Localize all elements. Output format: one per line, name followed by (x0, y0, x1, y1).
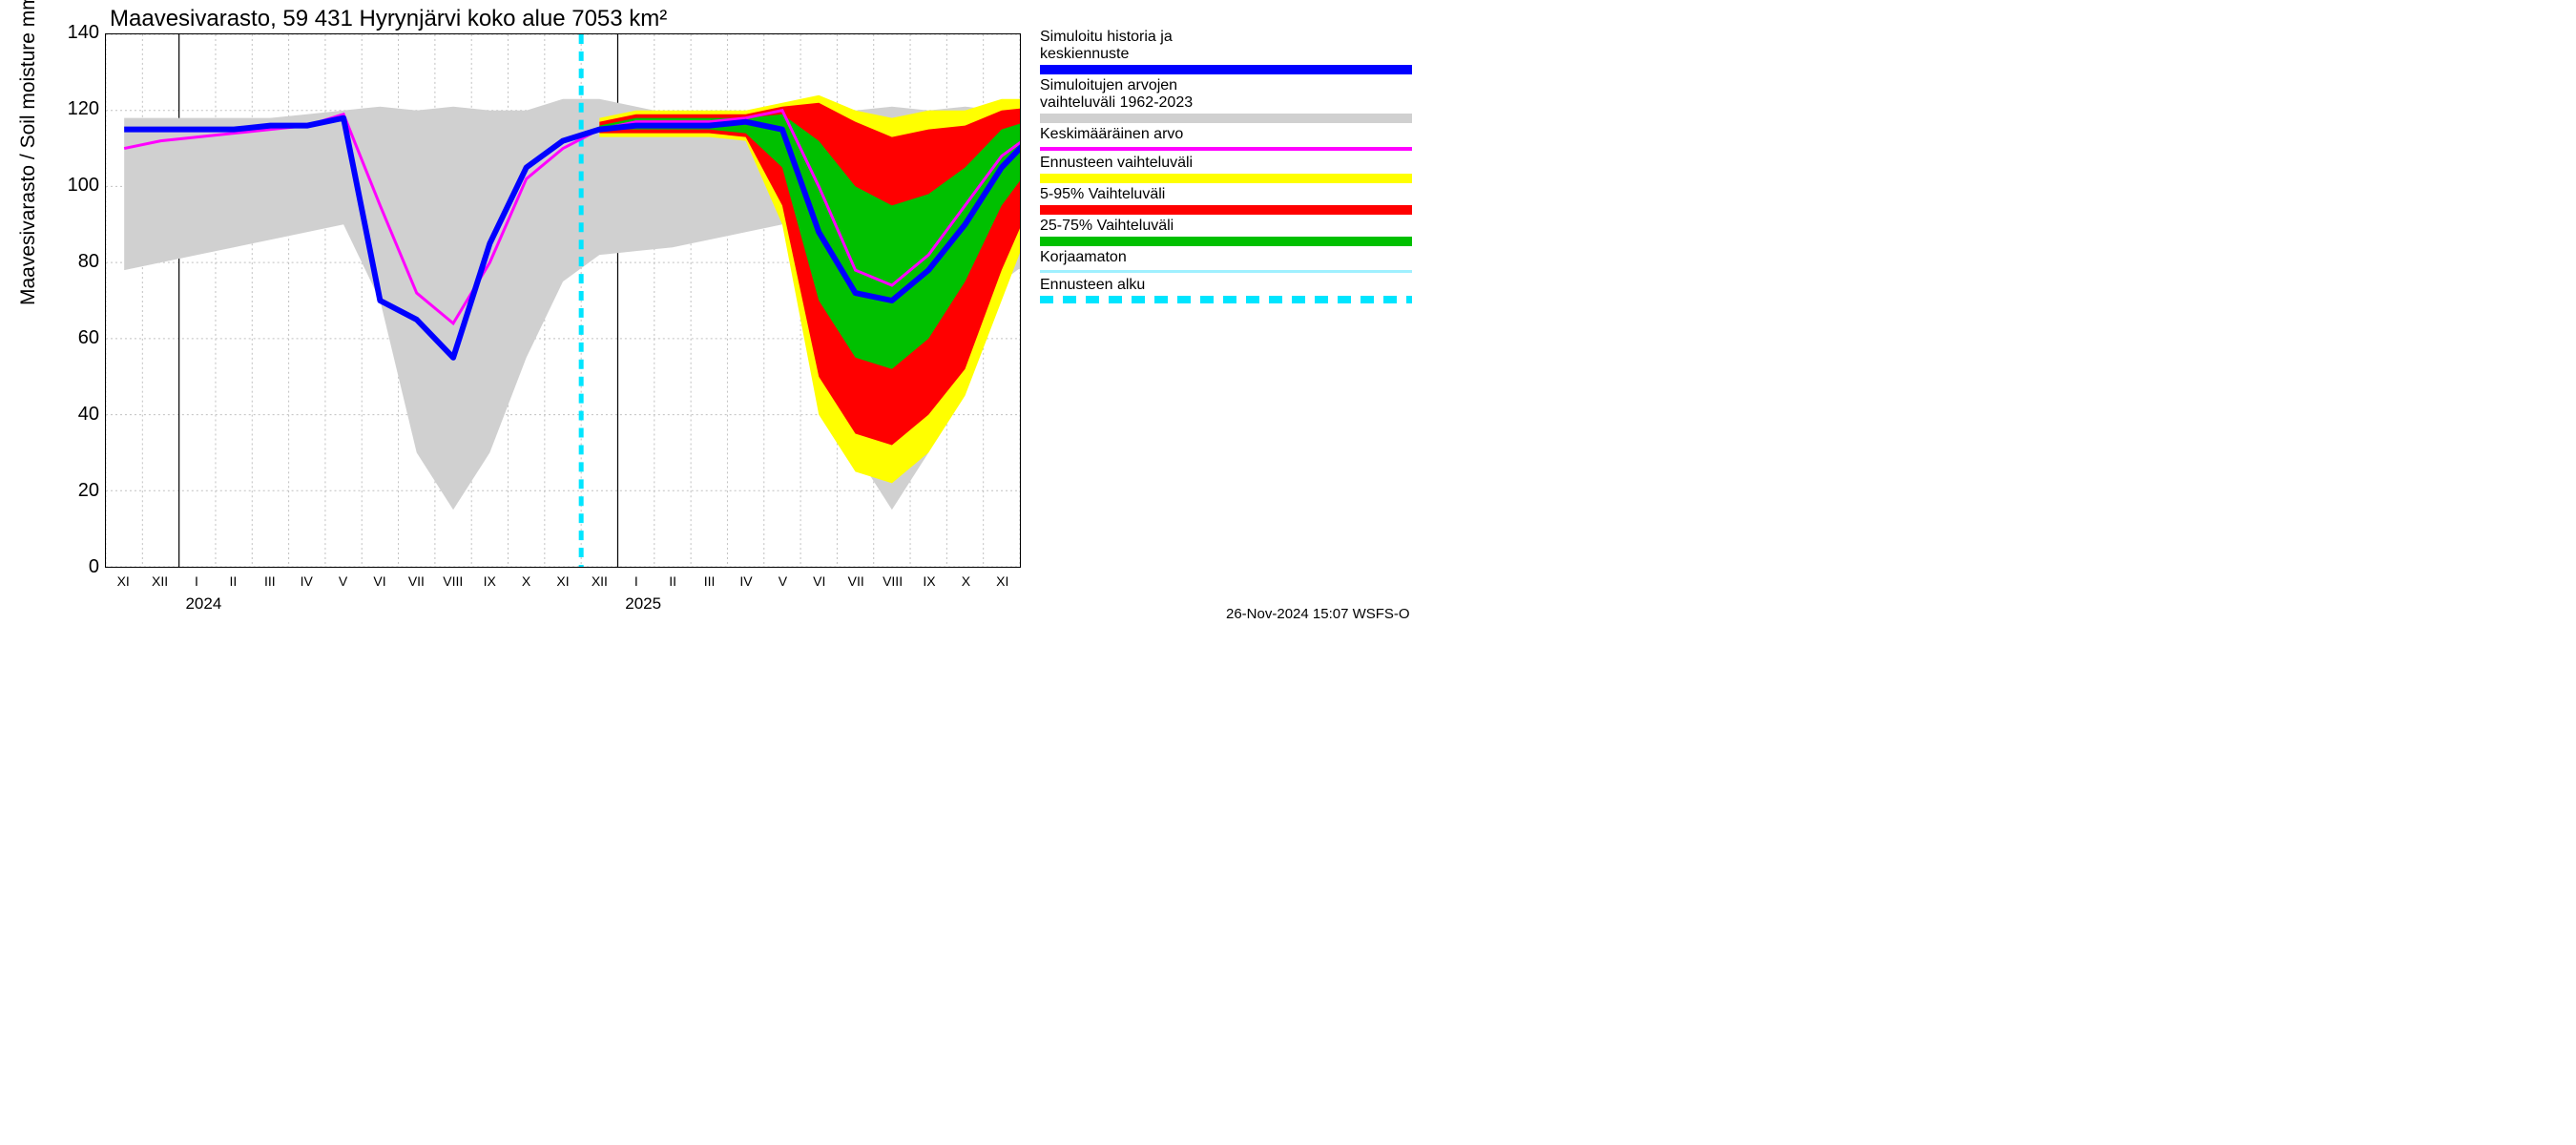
legend-label: Keskimääräinen arvo (1040, 126, 1412, 143)
legend-item: Ennusteen vaihteluväli (1040, 155, 1412, 183)
x-tick-label: III (256, 573, 284, 589)
legend-swatch (1040, 174, 1412, 183)
legend-swatch (1040, 205, 1412, 215)
y-tick-label: 40 (23, 404, 99, 426)
x-tick-label: V (768, 573, 797, 589)
legend-item: Keskimääräinen arvo (1040, 126, 1412, 151)
x-tick-label: VI (805, 573, 834, 589)
x-tick-label: VI (365, 573, 394, 589)
legend-swatch (1040, 147, 1412, 151)
y-tick-label: 100 (23, 175, 99, 197)
plot-svg (106, 34, 1020, 567)
soil-moisture-chart: Maavesivarasto, 59 431 Hyrynjärvi koko a… (0, 0, 1431, 636)
x-tick-label: V (329, 573, 358, 589)
y-tick-label: 0 (23, 556, 99, 578)
x-tick-label: IV (732, 573, 760, 589)
x-tick-label: II (218, 573, 247, 589)
y-tick-label: 140 (23, 22, 99, 44)
legend-item: 5-95% Vaihteluväli (1040, 186, 1412, 215)
y-tick-label: 120 (23, 98, 99, 120)
x-tick-label: III (696, 573, 724, 589)
x-year-label: 2025 (625, 594, 661, 614)
legend-swatch (1040, 114, 1412, 123)
y-tick-label: 20 (23, 480, 99, 502)
x-tick-label: IV (292, 573, 321, 589)
legend-item: Simuloitujen arvojenvaihteluväli 1962-20… (1040, 77, 1412, 123)
x-tick-label: IX (475, 573, 504, 589)
timestamp-footer: 26-Nov-2024 15:07 WSFS-O (1226, 606, 1410, 622)
legend-label: Simuloitujen arvojen (1040, 77, 1412, 94)
x-tick-label: XI (988, 573, 1017, 589)
x-tick-label: I (182, 573, 211, 589)
x-tick-label: VII (402, 573, 430, 589)
x-tick-label: XII (585, 573, 613, 589)
legend-label: Ennusteen alku (1040, 277, 1412, 294)
legend-swatch (1040, 65, 1412, 74)
legend-swatch (1040, 296, 1412, 303)
legend-label: 5-95% Vaihteluväli (1040, 186, 1412, 203)
legend-item: Ennusteen alku (1040, 277, 1412, 303)
y-tick-label: 80 (23, 251, 99, 273)
x-tick-label: X (951, 573, 980, 589)
x-tick-label: VIII (439, 573, 467, 589)
chart-title: Maavesivarasto, 59 431 Hyrynjärvi koko a… (110, 6, 667, 32)
legend-item: 25-75% Vaihteluväli (1040, 218, 1412, 246)
x-tick-label: XI (549, 573, 577, 589)
x-tick-label: II (658, 573, 687, 589)
legend-label: keskiennuste (1040, 46, 1412, 63)
legend-swatch (1040, 270, 1412, 273)
x-year-label: 2024 (185, 594, 221, 614)
x-tick-label: VII (841, 573, 870, 589)
legend-label: vaihteluväli 1962-2023 (1040, 94, 1412, 112)
plot-area (105, 33, 1021, 568)
x-tick-label: VIII (879, 573, 907, 589)
legend-item: Simuloitu historia jakeskiennuste (1040, 29, 1412, 74)
legend-label: 25-75% Vaihteluväli (1040, 218, 1412, 235)
legend-label: Ennusteen vaihteluväli (1040, 155, 1412, 172)
x-tick-label: XI (109, 573, 137, 589)
x-tick-label: X (512, 573, 541, 589)
legend-label: Simuloitu historia ja (1040, 29, 1412, 46)
legend-item: Korjaamaton (1040, 249, 1412, 273)
legend-swatch (1040, 237, 1412, 246)
x-tick-label: I (622, 573, 651, 589)
x-tick-label: XII (146, 573, 175, 589)
legend-label: Korjaamaton (1040, 249, 1412, 266)
y-tick-label: 60 (23, 327, 99, 349)
legend: Simuloitu historia jakeskiennusteSimuloi… (1040, 29, 1412, 306)
x-tick-label: IX (915, 573, 944, 589)
